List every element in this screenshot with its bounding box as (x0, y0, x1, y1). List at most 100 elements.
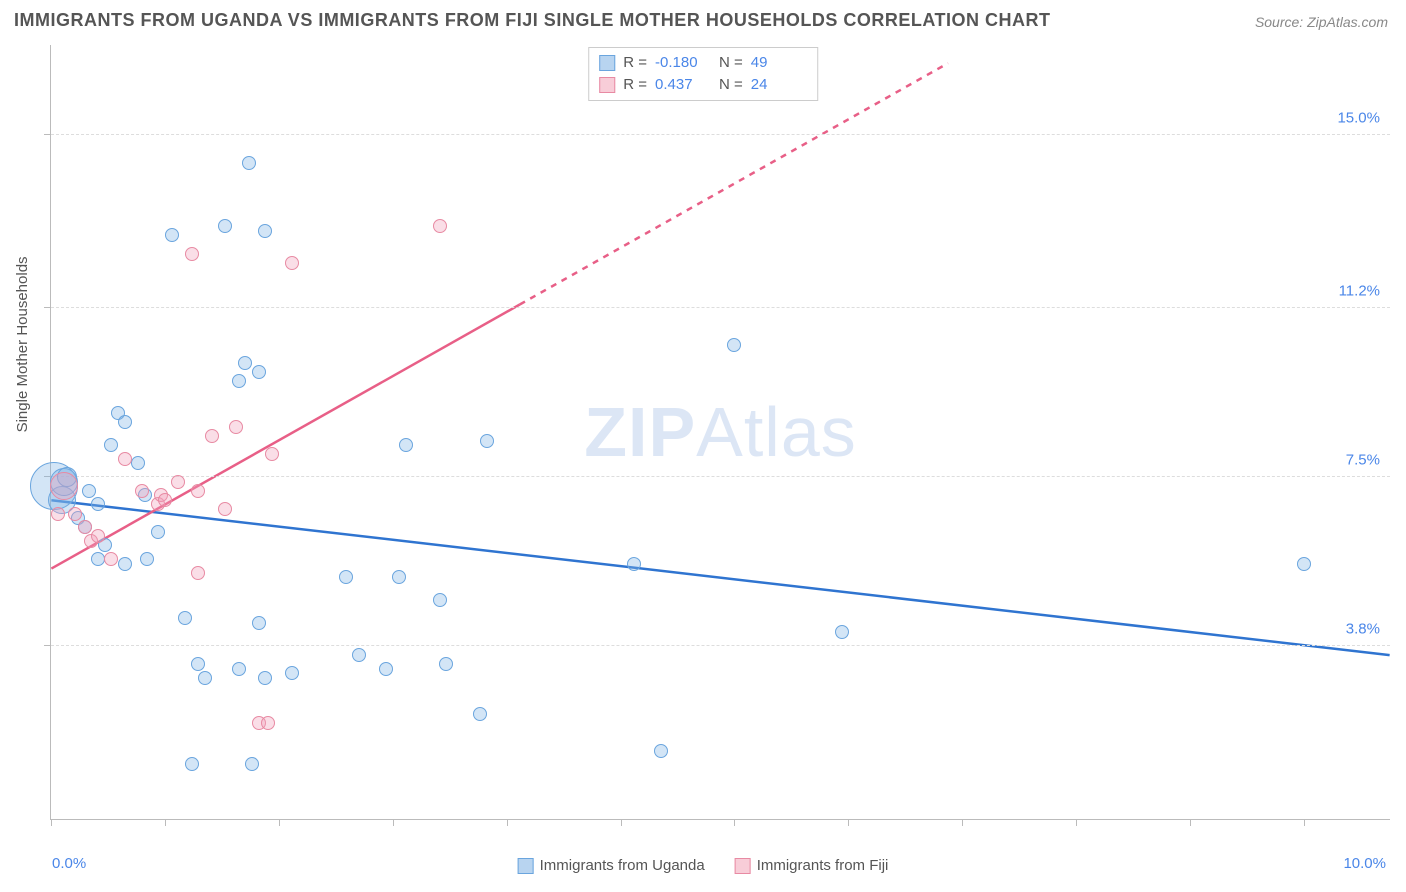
stats-row-uganda: R = -0.180 N = 49 (599, 52, 807, 74)
data-point (245, 757, 259, 771)
data-point (727, 338, 741, 352)
x-tick (734, 819, 735, 826)
stats-legend-box: R = -0.180 N = 49 R = 0.437 N = 24 (588, 47, 818, 101)
data-point (158, 493, 172, 507)
data-point (339, 570, 353, 584)
data-point (140, 552, 154, 566)
x-tick (165, 819, 166, 826)
y-tick-label: 3.8% (1346, 620, 1380, 637)
data-point (191, 484, 205, 498)
data-point (135, 484, 149, 498)
data-point (191, 566, 205, 580)
y-tick (44, 645, 51, 646)
data-point (51, 507, 65, 521)
data-point (104, 438, 118, 452)
watermark-zip: ZIP (584, 393, 696, 471)
data-point (352, 648, 366, 662)
y-axis-title: Single Mother Households (14, 256, 31, 432)
data-point (1297, 557, 1311, 571)
n-label: N = (719, 74, 743, 96)
data-point (82, 484, 96, 498)
data-point (229, 420, 243, 434)
data-point (627, 557, 641, 571)
data-point (285, 256, 299, 270)
y-tick-label: 15.0% (1337, 110, 1380, 127)
x-tick (1076, 819, 1077, 826)
data-point (392, 570, 406, 584)
stats-row-fiji: R = 0.437 N = 24 (599, 74, 807, 96)
swatch-pink-icon (735, 858, 751, 874)
data-point (91, 529, 105, 543)
x-tick (848, 819, 849, 826)
data-point (91, 497, 105, 511)
data-point (131, 456, 145, 470)
data-point (118, 557, 132, 571)
data-point (258, 671, 272, 685)
data-point (238, 356, 252, 370)
source-label: Source: ZipAtlas.com (1255, 14, 1388, 30)
data-point (252, 365, 266, 379)
data-point (473, 707, 487, 721)
data-point (68, 507, 82, 521)
x-tick (507, 819, 508, 826)
data-point (50, 472, 78, 500)
data-point (480, 434, 494, 448)
n-value-uganda: 49 (751, 52, 807, 74)
legend-item-fiji: Immigrants from Fiji (735, 857, 889, 874)
data-point (78, 520, 92, 534)
r-label: R = (623, 52, 647, 74)
swatch-blue-icon (518, 858, 534, 874)
x-axis-max-label: 10.0% (1343, 855, 1386, 872)
swatch-blue-icon (599, 55, 615, 71)
data-point (218, 502, 232, 516)
x-tick (393, 819, 394, 826)
swatch-pink-icon (599, 77, 615, 93)
r-value-fiji: 0.437 (655, 74, 711, 96)
data-point (232, 662, 246, 676)
watermark-atlas: Atlas (696, 393, 857, 471)
gridline (51, 134, 1390, 135)
y-tick-label: 7.5% (1346, 452, 1380, 469)
n-label: N = (719, 52, 743, 74)
gridline (51, 476, 1390, 477)
x-tick (962, 819, 963, 826)
legend-label-fiji: Immigrants from Fiji (757, 857, 889, 874)
n-value-fiji: 24 (751, 74, 807, 96)
legend-item-uganda: Immigrants from Uganda (518, 857, 705, 874)
data-point (232, 374, 246, 388)
data-point (433, 219, 447, 233)
data-point (178, 611, 192, 625)
data-point (261, 716, 275, 730)
data-point (379, 662, 393, 676)
data-point (265, 447, 279, 461)
x-tick (279, 819, 280, 826)
data-point (185, 757, 199, 771)
data-point (258, 224, 272, 238)
legend-label-uganda: Immigrants from Uganda (540, 857, 705, 874)
r-value-uganda: -0.180 (655, 52, 711, 74)
data-point (242, 156, 256, 170)
data-point (165, 228, 179, 242)
data-point (151, 525, 165, 539)
x-tick (621, 819, 622, 826)
y-tick (44, 307, 51, 308)
data-point (118, 452, 132, 466)
data-point (205, 429, 219, 443)
data-point (185, 247, 199, 261)
data-point (433, 593, 447, 607)
data-point (198, 671, 212, 685)
data-point (285, 666, 299, 680)
gridline (51, 307, 1390, 308)
r-label: R = (623, 74, 647, 96)
bottom-legend: Immigrants from Uganda Immigrants from F… (518, 857, 889, 874)
data-point (171, 475, 185, 489)
data-point (399, 438, 413, 452)
data-point (91, 552, 105, 566)
x-tick (1304, 819, 1305, 826)
data-point (218, 219, 232, 233)
data-point (439, 657, 453, 671)
y-tick (44, 134, 51, 135)
y-tick-label: 11.2% (1339, 283, 1380, 300)
x-tick (1190, 819, 1191, 826)
plot-area: ZIPAtlas 3.8% 7.5% 11.2% 15.0% (50, 45, 1390, 820)
